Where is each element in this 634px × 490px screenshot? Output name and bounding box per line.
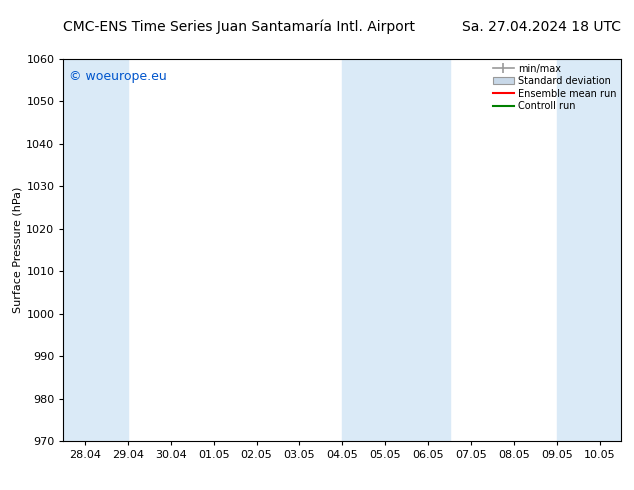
Text: CMC-ENS Time Series Juan Santamaría Intl. Airport: CMC-ENS Time Series Juan Santamaría Intl… bbox=[63, 20, 415, 34]
Bar bbox=[63, 59, 128, 441]
Text: Sa. 27.04.2024 18 UTC: Sa. 27.04.2024 18 UTC bbox=[462, 20, 621, 34]
Bar bbox=[342, 59, 450, 441]
Bar bbox=[557, 59, 626, 441]
Text: © woeurope.eu: © woeurope.eu bbox=[69, 70, 167, 83]
Y-axis label: Surface Pressure (hPa): Surface Pressure (hPa) bbox=[12, 187, 22, 313]
Legend: min/max, Standard deviation, Ensemble mean run, Controll run: min/max, Standard deviation, Ensemble me… bbox=[491, 62, 618, 113]
